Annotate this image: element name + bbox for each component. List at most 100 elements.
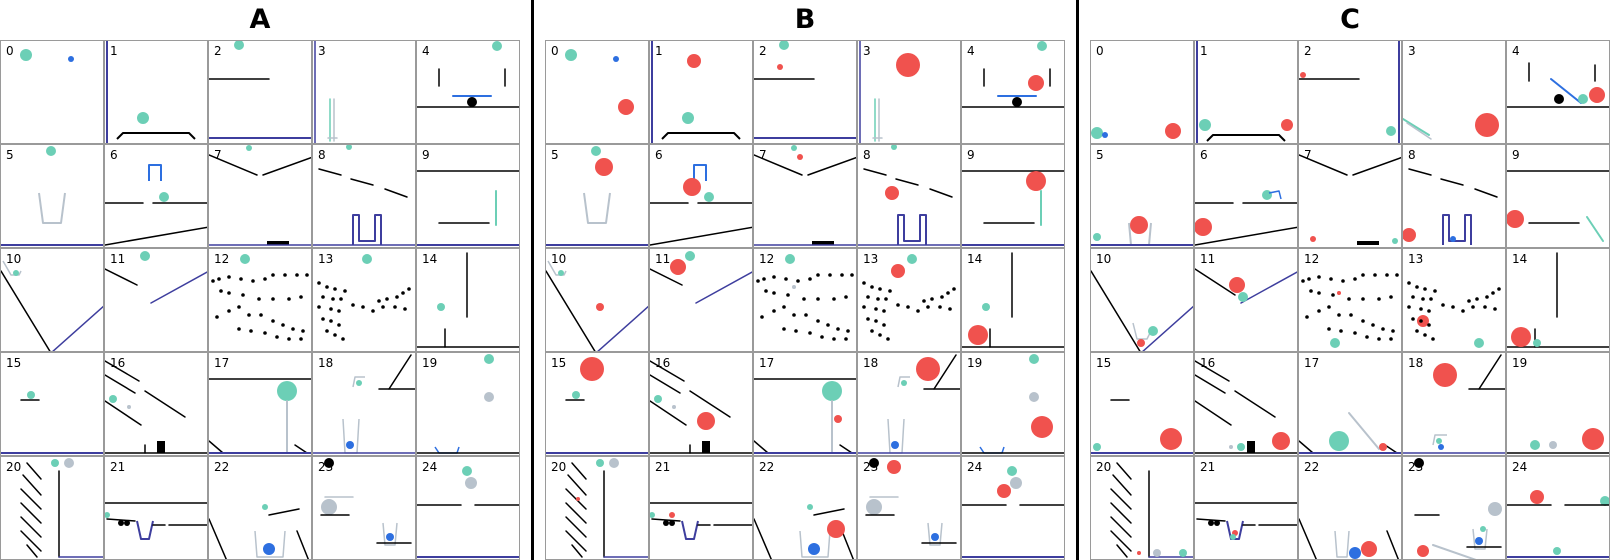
scene-canvas (1110, 462, 1193, 558)
scene-number: 20 (6, 460, 22, 474)
obstacle-dot (325, 285, 329, 289)
green-ball (246, 145, 252, 151)
obstacle-dot (1317, 291, 1321, 295)
obstacle-dot (371, 309, 375, 313)
obstacle-dot (828, 273, 832, 277)
obstacle-dot (401, 291, 405, 295)
scene-bar (144, 390, 186, 418)
scene-cell: 5 (0, 144, 104, 248)
obstacle-dot (403, 307, 407, 311)
green-ball (901, 380, 907, 386)
scene-number: 3 (863, 44, 871, 58)
gray-ball (672, 405, 676, 409)
scene-bar (1110, 502, 1132, 524)
green-ball (1386, 126, 1396, 136)
scene-container (434, 446, 460, 454)
scene-canvas (1091, 123, 1181, 139)
obstacle-dot (1419, 319, 1423, 323)
obstacle-dot (882, 309, 886, 313)
scene-bar (1110, 530, 1132, 552)
black-ball (1214, 520, 1220, 526)
obstacle-dot (1423, 287, 1427, 291)
scene-cell: 20 (0, 456, 104, 560)
obstacle-dot (836, 327, 840, 331)
scene-canvas (1195, 360, 1297, 454)
green-ball (682, 112, 694, 124)
scene-cell: 18 (857, 352, 961, 456)
scene-cell: 24 (1506, 456, 1610, 560)
scene-number: 16 (110, 356, 126, 370)
scene-bar (1195, 374, 1226, 394)
scene-bar (807, 156, 856, 176)
scene-number: 23 (318, 460, 334, 474)
scene-number: 14 (422, 252, 438, 266)
scene-canvas (1299, 518, 1400, 559)
scene-cell: 19 (1506, 352, 1610, 456)
scene-cell: 6 (649, 144, 753, 248)
red-ball (997, 484, 1011, 498)
obstacle-dot (946, 291, 950, 295)
scene-number: 22 (759, 460, 775, 474)
scene-bar (1091, 270, 1141, 351)
scene-bar (1234, 390, 1276, 418)
obstacle-dot (1353, 331, 1357, 335)
scene-cell: 10 (545, 248, 649, 352)
red-ball (1417, 315, 1429, 327)
obstacle-dot (1421, 297, 1425, 301)
scene-cell: 20 (545, 456, 649, 560)
scene-bar (20, 488, 42, 510)
scene-bar (105, 268, 138, 286)
scene-canvas (1507, 490, 1609, 558)
scene-canvas (20, 458, 103, 558)
obstacle-dot (299, 295, 303, 299)
obstacle-dot (329, 307, 333, 311)
scene-number: 18 (1408, 356, 1424, 370)
obstacle-dot (351, 303, 355, 307)
green-ball (1578, 94, 1588, 104)
scene-number: 0 (551, 44, 559, 58)
scene-bar (565, 530, 587, 552)
obstacle-dot (1395, 273, 1399, 277)
obstacle-dot (251, 279, 255, 283)
scene-canvas (320, 458, 412, 546)
gray-ball (127, 405, 131, 409)
scene-cell: 3 (1402, 40, 1506, 144)
scene-bar (1299, 518, 1317, 559)
scene-canvas (417, 354, 519, 454)
scene-canvas (862, 254, 956, 341)
scene-bar (22, 474, 42, 496)
scene-bar (209, 440, 224, 454)
gray-ball (1229, 445, 1233, 449)
scene-container (583, 192, 611, 224)
green-ball (1392, 238, 1398, 244)
scene-bar (567, 474, 587, 496)
obstacle-dot (1433, 289, 1437, 293)
scene-cell: 11 (104, 248, 208, 352)
green-ball (1093, 233, 1101, 241)
obstacle-dot (1411, 317, 1415, 321)
green-ball (596, 459, 604, 467)
scene-canvas (1091, 216, 1193, 246)
scene-canvas (1195, 268, 1297, 304)
green-ball (807, 504, 813, 510)
obstacle-dot (850, 273, 854, 277)
scene-canvas (105, 164, 207, 246)
scene-cell: 13 (857, 248, 961, 352)
scene-number: 18 (863, 356, 879, 370)
scene-block (812, 241, 834, 245)
obstacle-dot (772, 275, 776, 279)
gray-ball (609, 458, 619, 468)
green-ball (785, 254, 795, 264)
scene-canvas (105, 502, 207, 540)
scene-bar (841, 530, 855, 559)
red-ball (683, 178, 701, 196)
scene-number: 15 (6, 356, 22, 370)
green-ball (1329, 431, 1349, 451)
scene-bar (26, 462, 42, 480)
obstacle-dot (325, 329, 329, 333)
scene-canvas (211, 254, 309, 341)
scene-bar (597, 305, 648, 351)
scene-bar (318, 168, 342, 176)
obstacle-dot (219, 289, 223, 293)
gray-ball (465, 477, 477, 489)
